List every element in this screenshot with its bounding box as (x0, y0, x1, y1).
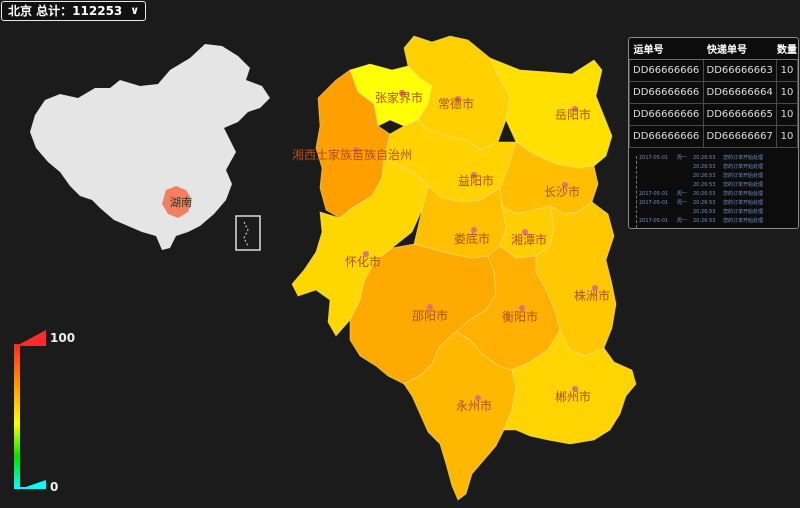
south-china-sea-box (235, 215, 261, 251)
timeline-entry: 2017-05-01 周一 20:26:53 您的订单开始处理 (639, 217, 783, 224)
city-marker (572, 386, 578, 392)
city-marker (475, 395, 481, 401)
timeline-day: 周一 (677, 155, 688, 161)
city-marker (522, 229, 528, 235)
timeline-time: 20:26:53 (693, 200, 716, 206)
timeline-day: 周一 (677, 191, 688, 197)
table-row[interactable]: DD66666666 DD66666667 10 (629, 125, 798, 148)
city-label-xt: 湘潭市 (511, 232, 547, 247)
timeline-time: 20:26:53 (693, 218, 716, 224)
timeline-entry: 2017-05-01 周一 20:26:53 您的订单开始处理 (639, 154, 783, 161)
hunan-highlight (162, 186, 192, 218)
city-label-hh: 怀化市 (345, 254, 381, 269)
timeline-entry: 2017-05-01 周一 20:26:53 您的订单开始处理 (639, 199, 783, 206)
city-marker (572, 106, 578, 112)
city-marker (592, 285, 598, 291)
chevron-down-icon: ∨ (130, 4, 140, 17)
city-label-ld: 娄底市 (454, 231, 490, 246)
timeline-time: 20:26:53 (693, 191, 716, 197)
timeline-line (636, 156, 637, 228)
city-marker (455, 96, 461, 102)
city-marker (353, 147, 359, 153)
timeline-day: 周一 (677, 200, 688, 206)
timeline-time: 20:26:53 (693, 182, 716, 188)
china-inset-map: 湖南 (30, 44, 270, 251)
timeline-date: 2017-05-01 (639, 218, 669, 224)
timeline-text: 您的订单开始处理 (723, 218, 764, 224)
timeline-text: 您的订单开始处理 (723, 164, 764, 170)
timeline-entry: 20:26:53 您的订单开始处理 (639, 172, 783, 179)
city-marker (519, 305, 525, 311)
table-row[interactable]: DD66666666 DD66666664 10 (629, 81, 798, 104)
region-cd[interactable] (403, 35, 511, 151)
hunan-inset-label: 湖南 (170, 196, 192, 209)
timeline-text: 您的订单开始处理 (723, 200, 764, 206)
city-label-sy: 邵阳市 (412, 308, 448, 323)
legend-bar (14, 330, 46, 489)
order-timeline: 2017-05-01 周一 20:26:53 您的订单开始处理 20:26:53 您的订单… (629, 154, 798, 228)
col-express: 快递单号 (703, 38, 777, 60)
city-label-yiy: 益阳市 (458, 173, 494, 188)
region-total-label: 北京 总计：112253 (8, 4, 123, 18)
city-marker (562, 182, 568, 188)
city-marker (471, 172, 477, 178)
timeline-date: 2017-05-01 (639, 155, 669, 161)
col-waybill: 运单号 (629, 38, 704, 60)
city-marker (471, 227, 477, 233)
legend-max: 100 (50, 331, 76, 345)
city-marker (363, 251, 369, 257)
city-marker (399, 90, 405, 96)
timeline-time: 20:26:53 (693, 164, 716, 170)
city-label-cs: 长沙市 (544, 184, 580, 199)
timeline-text: 您的订单开始处理 (723, 209, 764, 215)
timeline-date: 2017-05-01 (639, 200, 669, 206)
value-legend: 100 0 (0, 330, 80, 500)
city-label-hy: 衡阳市 (502, 309, 538, 324)
city-label-cz: 郴州市 (555, 389, 591, 404)
timeline-time: 20:26:53 (693, 173, 716, 179)
waybill-table: 运单号 快递单号 数量 DD66666666 DD66666663 10 DD6… (629, 38, 798, 148)
timeline-entry: 20:26:53 您的订单开始处理 (639, 163, 783, 170)
col-quantity: 数量 (776, 38, 798, 60)
timeline-entry: 20:26:53 您的订单开始处理 (639, 208, 783, 215)
timeline-entry: 20:26:53 您的订单开始处理 (639, 181, 783, 188)
city-label-cd: 常德市 (438, 96, 474, 111)
timeline-entry: 2017-05-01 周一 20:26:53 您的订单开始处理 (639, 190, 783, 197)
city-marker (427, 304, 433, 310)
waybill-panel: 运单号 快递单号 数量 DD66666666 DD66666663 10 DD6… (628, 37, 799, 229)
region-cz[interactable] (503, 329, 637, 445)
region-total-dropdown[interactable]: 北京 总计：112253 ∨ (1, 1, 147, 21)
legend-min: 0 (50, 480, 59, 494)
timeline-time: 20:26:53 (693, 155, 716, 161)
timeline-text: 您的订单开始处理 (723, 191, 764, 197)
timeline-text: 您的订单开始处理 (723, 155, 764, 161)
city-label-yz: 永州市 (456, 398, 492, 413)
city-label-xx: 湘西土家族苗族自治州 (292, 147, 412, 162)
table-row[interactable]: DD66666666 DD66666663 10 (629, 59, 798, 82)
timeline-text: 您的订单开始处理 (723, 182, 764, 188)
city-label-yy: 岳阳市 (555, 107, 591, 122)
china-outline (30, 44, 270, 250)
city-label-zjj: 张家界市 (375, 90, 423, 105)
timeline-text: 您的订单开始处理 (723, 173, 764, 179)
city-label-zz: 株洲市 (574, 288, 610, 303)
timeline-day: 周一 (677, 218, 688, 224)
table-row[interactable]: DD66666666 DD66666665 10 (629, 103, 798, 126)
region-yy[interactable] (489, 57, 613, 169)
timeline-time: 20:26:53 (693, 209, 716, 215)
region-yz[interactable] (403, 331, 517, 501)
timeline-date: 2017-05-01 (639, 191, 669, 197)
